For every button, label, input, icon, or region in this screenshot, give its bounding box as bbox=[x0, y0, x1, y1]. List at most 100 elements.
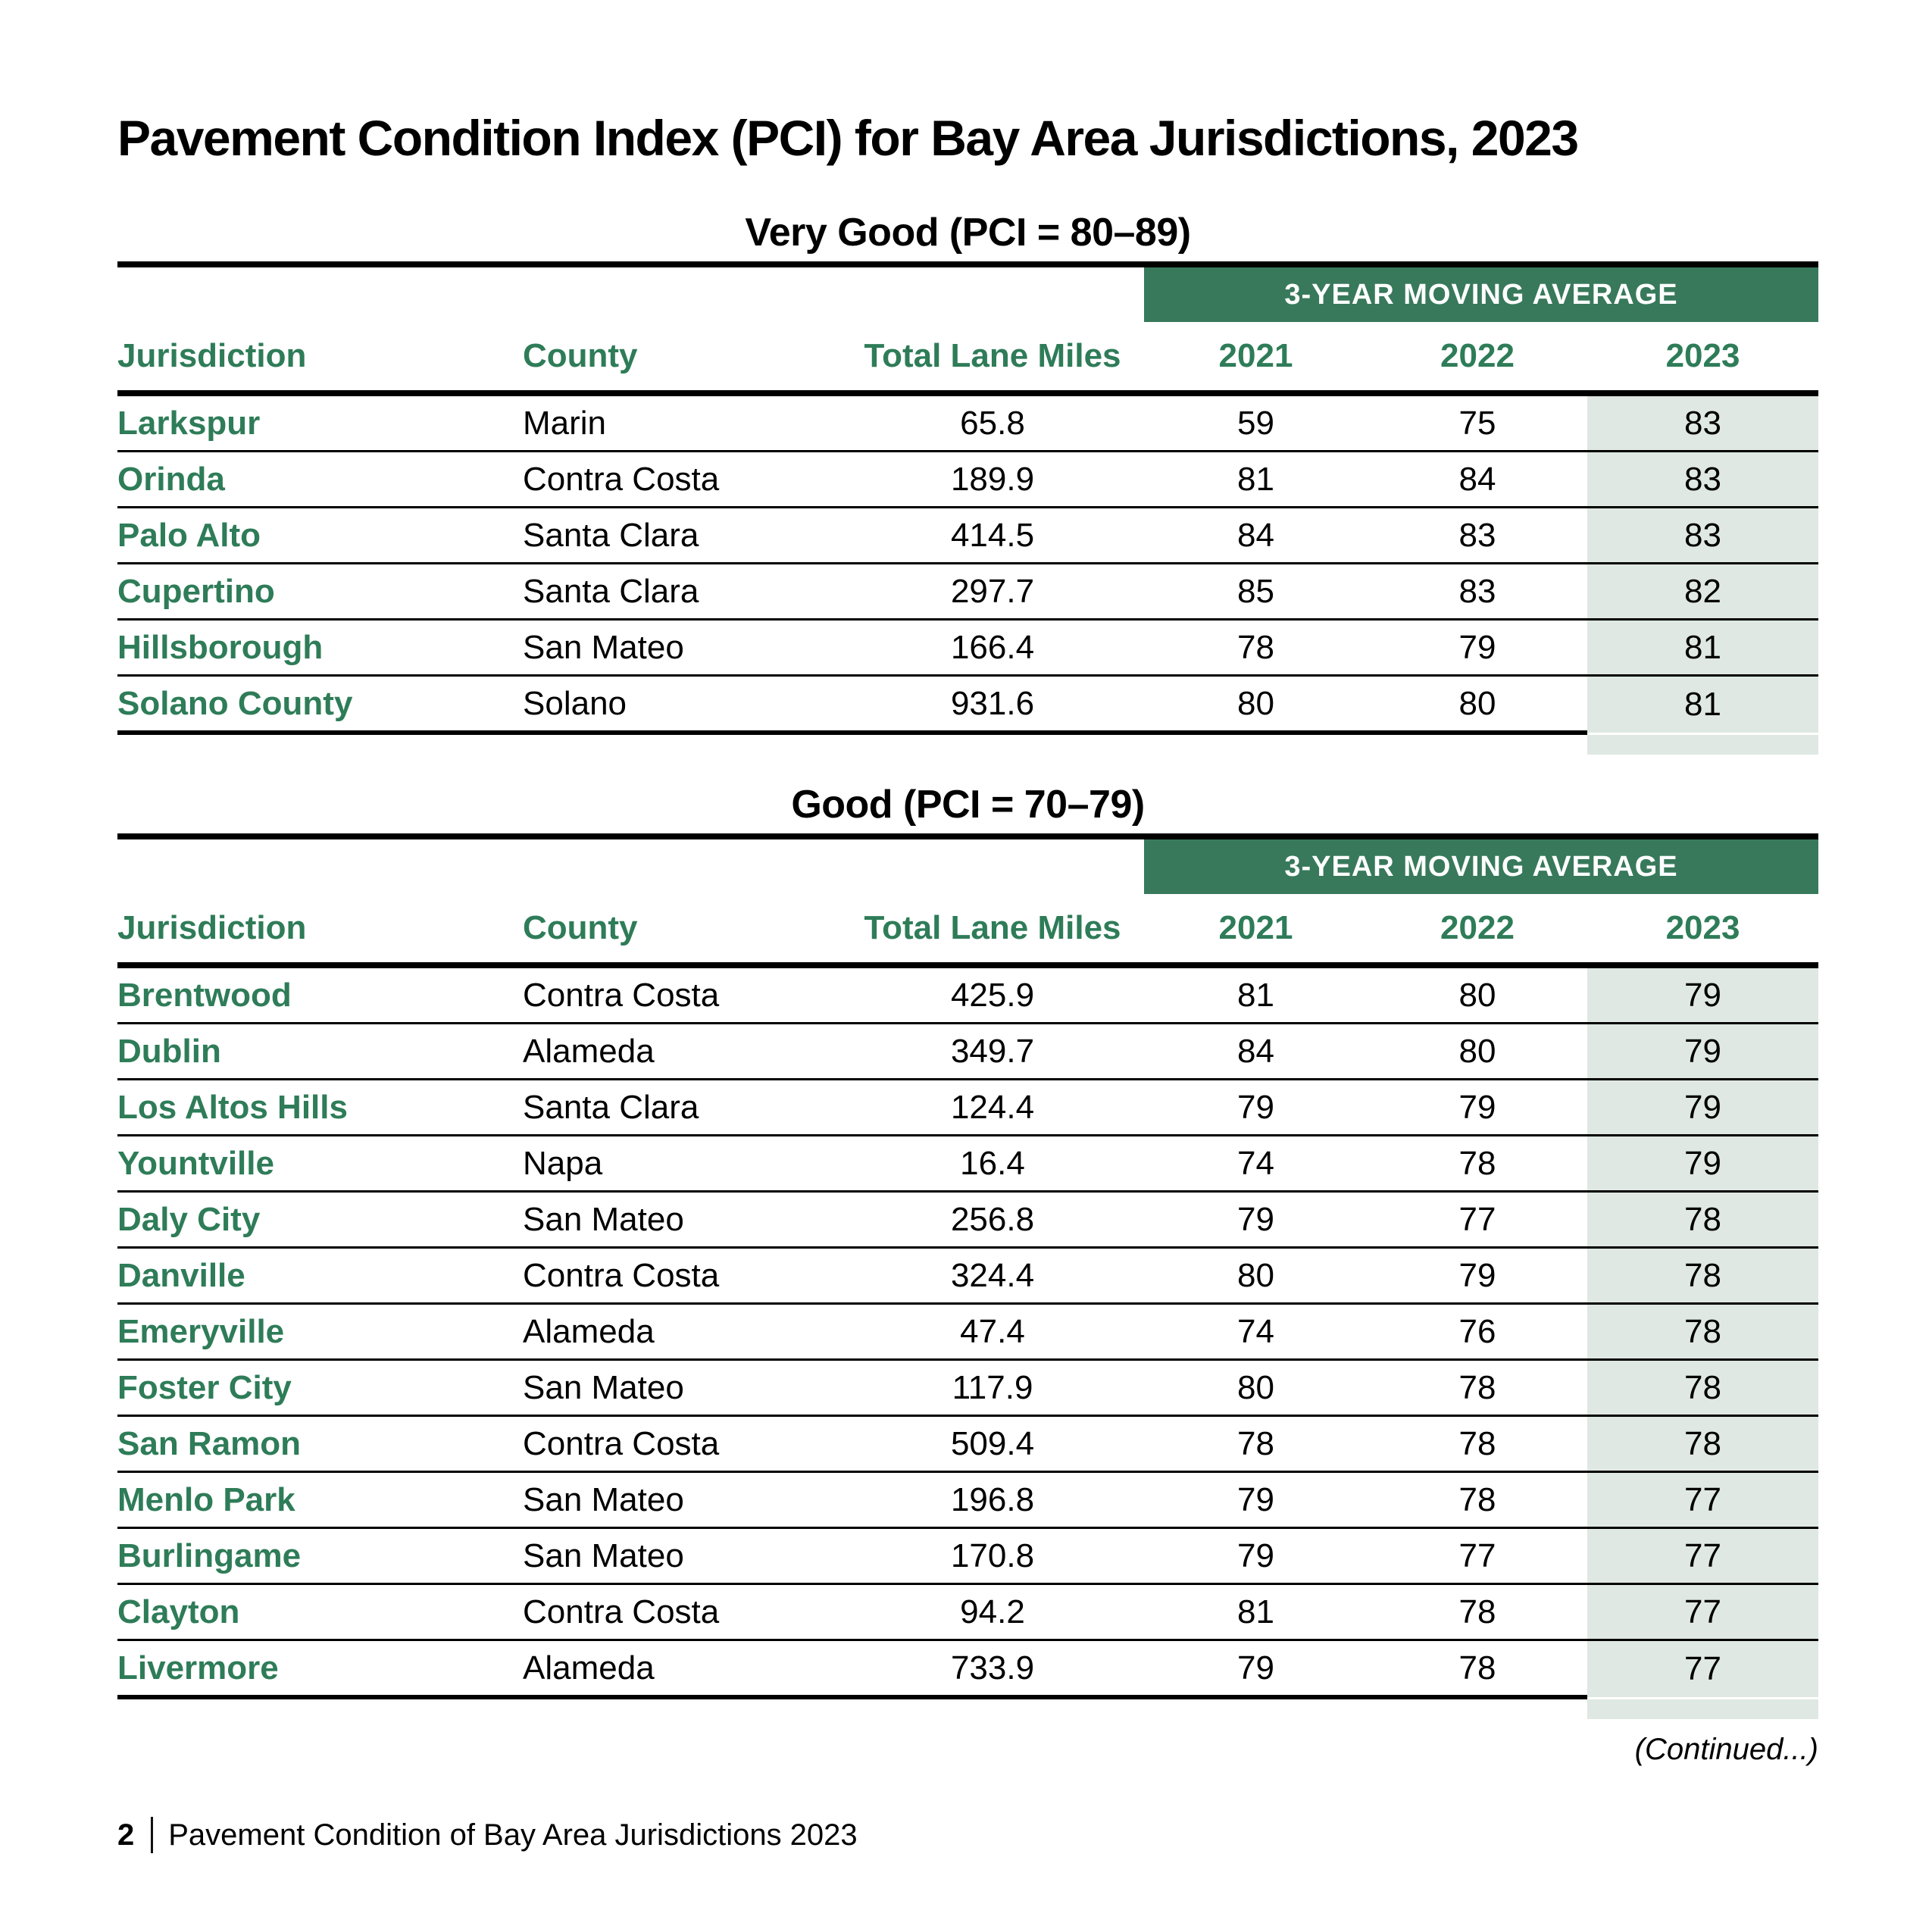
cell-total-lane-miles: 509.4 bbox=[841, 1415, 1144, 1474]
section-heading: Good (PCI = 70–79) bbox=[791, 783, 1145, 827]
cell-2021: 79 bbox=[1144, 1471, 1368, 1530]
cell-jurisdiction: Burlingame bbox=[117, 1527, 523, 1586]
cell-total-lane-miles: 931.6 bbox=[841, 675, 1144, 736]
footer-separator bbox=[151, 1817, 154, 1854]
moving-average-banner: 3-YEAR MOVING AVERAGE bbox=[1144, 261, 1819, 323]
cell-jurisdiction: Foster City bbox=[117, 1359, 523, 1418]
pci-table: 3-YEAR MOVING AVERAGE Jurisdiction County T… bbox=[117, 833, 1819, 1700]
table-row: Cupertino Santa Clara 297.7 85 83 82 bbox=[117, 563, 1819, 621]
table-row: Menlo Park San Mateo 196.8 79 78 77 bbox=[117, 1471, 1819, 1530]
banner-row: 3-YEAR MOVING AVERAGE bbox=[117, 833, 1819, 895]
cell-2022: 78 bbox=[1368, 1135, 1587, 1193]
cell-2023: 78 bbox=[1587, 1191, 1819, 1249]
cell-2022: 79 bbox=[1368, 1079, 1587, 1137]
cell-2021: 79 bbox=[1144, 1079, 1368, 1137]
column-header-jurisdiction: Jurisdiction bbox=[117, 894, 523, 969]
cell-county: San Mateo bbox=[523, 1471, 841, 1530]
table-row: Emeryville Alameda 47.4 74 76 78 bbox=[117, 1303, 1819, 1361]
cell-2021: 74 bbox=[1144, 1303, 1368, 1361]
cell-2022: 77 bbox=[1368, 1191, 1587, 1249]
cell-2021: 80 bbox=[1144, 675, 1368, 736]
table-row: Dublin Alameda 349.7 84 80 79 bbox=[117, 1023, 1819, 1081]
table-row: Clayton Contra Costa 94.2 81 78 77 bbox=[117, 1583, 1819, 1642]
cell-jurisdiction: Solano County bbox=[117, 675, 523, 736]
table-row: Livermore Alameda 733.9 79 78 77 bbox=[117, 1640, 1819, 1700]
cell-jurisdiction: San Ramon bbox=[117, 1415, 523, 1474]
cell-2022: 78 bbox=[1368, 1583, 1587, 1642]
banner-spacer bbox=[117, 833, 1144, 895]
cell-2022: 78 bbox=[1368, 1415, 1587, 1474]
cell-county: Santa Clara bbox=[523, 507, 841, 565]
cell-county: San Mateo bbox=[523, 1359, 841, 1418]
cell-jurisdiction: Livermore bbox=[117, 1640, 523, 1700]
cell-2021: 84 bbox=[1144, 507, 1368, 565]
section-heading: Very Good (PCI = 80–89) bbox=[745, 211, 1191, 255]
table-row: Los Altos Hills Santa Clara 124.4 79 79 79 bbox=[117, 1079, 1819, 1137]
cell-county: Solano bbox=[523, 675, 841, 736]
table-row: Daly City San Mateo 256.8 79 77 78 bbox=[117, 1191, 1819, 1249]
cell-county: Napa bbox=[523, 1135, 841, 1193]
cell-2022: 78 bbox=[1368, 1471, 1587, 1530]
content-area: Pavement Condition Index (PCI) for Bay A… bbox=[117, 111, 1819, 1854]
cell-2023: 78 bbox=[1587, 1247, 1819, 1305]
cell-2022: 79 bbox=[1368, 1247, 1587, 1305]
table-row: Palo Alto Santa Clara 414.5 84 83 83 bbox=[117, 507, 1819, 565]
cell-2021: 79 bbox=[1144, 1527, 1368, 1586]
cell-county: San Mateo bbox=[523, 1527, 841, 1586]
cell-2022: 80 bbox=[1368, 675, 1587, 736]
cell-county: Contra Costa bbox=[523, 965, 841, 1025]
table-row: Orinda Contra Costa 189.9 81 84 83 bbox=[117, 451, 1819, 509]
cell-county: Alameda bbox=[523, 1023, 841, 1081]
green-column-tail bbox=[1587, 1699, 1818, 1720]
page-footer: 2 Pavement Condition of Bay Area Jurisdi… bbox=[117, 1817, 1818, 1854]
cell-2021: 79 bbox=[1144, 1191, 1368, 1249]
table-row: Foster City San Mateo 117.9 80 78 78 bbox=[117, 1359, 1819, 1418]
table-row: Yountville Napa 16.4 74 78 79 bbox=[117, 1135, 1819, 1193]
cell-jurisdiction: Brentwood bbox=[117, 965, 523, 1025]
cell-county: San Mateo bbox=[523, 619, 841, 677]
cell-total-lane-miles: 117.9 bbox=[841, 1359, 1144, 1418]
cell-jurisdiction: Cupertino bbox=[117, 563, 523, 621]
cell-jurisdiction: Yountville bbox=[117, 1135, 523, 1193]
cell-2023: 83 bbox=[1587, 393, 1819, 453]
cell-2023: 77 bbox=[1587, 1640, 1819, 1698]
cell-jurisdiction: Orinda bbox=[117, 451, 523, 509]
cell-2023: 82 bbox=[1587, 563, 1819, 621]
cell-2021: 81 bbox=[1144, 1583, 1368, 1642]
column-header-2023: 2023 bbox=[1587, 322, 1819, 397]
moving-average-banner: 3-YEAR MOVING AVERAGE bbox=[1144, 833, 1819, 895]
cell-total-lane-miles: 196.8 bbox=[841, 1471, 1144, 1530]
cell-total-lane-miles: 47.4 bbox=[841, 1303, 1144, 1361]
column-header-county: County bbox=[523, 894, 841, 969]
cell-2023: 79 bbox=[1587, 1023, 1819, 1081]
cell-2022: 83 bbox=[1368, 507, 1587, 565]
cell-county: Alameda bbox=[523, 1640, 841, 1700]
cell-2022: 84 bbox=[1368, 451, 1587, 509]
cell-total-lane-miles: 733.9 bbox=[841, 1640, 1144, 1700]
cell-2022: 76 bbox=[1368, 1303, 1587, 1361]
cell-2023: 79 bbox=[1587, 1079, 1819, 1137]
cell-2021: 85 bbox=[1144, 563, 1368, 621]
cell-county: Contra Costa bbox=[523, 451, 841, 509]
cell-jurisdiction: Los Altos Hills bbox=[117, 1079, 523, 1137]
cell-2023: 79 bbox=[1587, 965, 1819, 1025]
table-row: Burlingame San Mateo 170.8 79 77 77 bbox=[117, 1527, 1819, 1586]
column-header-2022: 2022 bbox=[1368, 894, 1587, 969]
cell-2022: 83 bbox=[1368, 563, 1587, 621]
cell-2021: 59 bbox=[1144, 393, 1368, 453]
banner-row: 3-YEAR MOVING AVERAGE bbox=[117, 261, 1819, 323]
cell-county: Contra Costa bbox=[523, 1415, 841, 1474]
cell-2023: 83 bbox=[1587, 451, 1819, 509]
cell-2022: 80 bbox=[1368, 1023, 1587, 1081]
cell-total-lane-miles: 166.4 bbox=[841, 619, 1144, 677]
cell-total-lane-miles: 349.7 bbox=[841, 1023, 1144, 1081]
column-header-jurisdiction: Jurisdiction bbox=[117, 322, 523, 397]
cell-county: San Mateo bbox=[523, 1191, 841, 1249]
cell-total-lane-miles: 65.8 bbox=[841, 393, 1144, 453]
cell-2022: 79 bbox=[1368, 619, 1587, 677]
cell-jurisdiction: Emeryville bbox=[117, 1303, 523, 1361]
cell-jurisdiction: Hillsborough bbox=[117, 619, 523, 677]
cell-2023: 77 bbox=[1587, 1583, 1819, 1642]
cell-2021: 78 bbox=[1144, 619, 1368, 677]
